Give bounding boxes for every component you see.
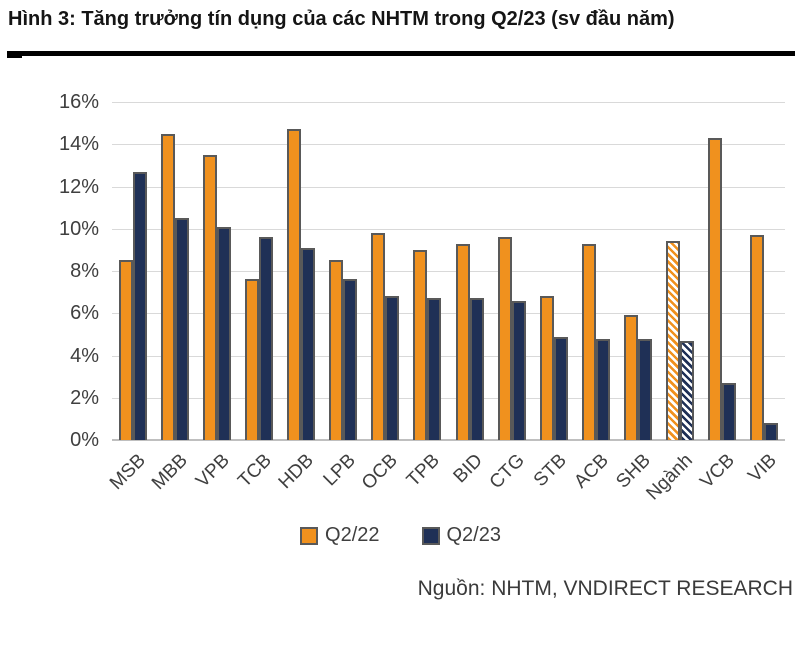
bar <box>553 336 568 440</box>
ytick-label: 2% <box>70 386 99 409</box>
bar-group-ctg <box>491 102 533 440</box>
bar <box>343 279 358 440</box>
bar <box>329 260 344 440</box>
ytick-label: 10% <box>58 217 99 240</box>
bar-group-ocb <box>364 102 406 440</box>
gridline <box>112 355 785 357</box>
bar <box>203 154 218 440</box>
gridline <box>112 313 785 315</box>
bar <box>623 315 638 440</box>
bar <box>455 243 470 440</box>
bar <box>245 279 260 440</box>
credit-growth-chart: 16% 14% 12% 10% 8% 6% 4% 2% 0% MSB MBB VPB TCB HDB LP… <box>0 91 801 547</box>
ytick-label: 4% <box>70 344 99 367</box>
bar <box>595 338 610 440</box>
bar <box>301 247 316 440</box>
ytick-label: 14% <box>58 133 99 156</box>
y-axis: 16% 14% 12% 10% 8% 6% 4% 2% 0% <box>0 91 112 451</box>
bar-group-stb <box>533 102 575 440</box>
gridline <box>112 186 785 188</box>
bar-group-lpb <box>322 102 364 440</box>
gridline <box>112 228 785 230</box>
bar <box>749 235 764 440</box>
gridline <box>112 397 785 399</box>
bar-group-hdb <box>280 102 322 440</box>
bar-group-vpb <box>196 102 238 440</box>
x-axis-line <box>112 439 785 441</box>
bar <box>371 232 386 440</box>
bar <box>287 129 302 440</box>
bar-group-acb <box>575 102 617 440</box>
bar-group-ngành <box>659 102 701 440</box>
bar-group-vib <box>743 102 785 440</box>
bar <box>259 237 274 440</box>
x-axis-labels: MSB MBB VPB TCB HDB LPB OCB TPB BID CTG STB ACB SHB N… <box>106 440 785 520</box>
bar-group-mbb <box>154 102 196 440</box>
legend-swatch <box>300 526 319 545</box>
bar <box>427 298 442 440</box>
bar <box>119 260 134 440</box>
legend-label: Q2/22 <box>325 524 380 546</box>
bar-group-tpb <box>406 102 448 440</box>
title-divider-tab <box>7 51 22 58</box>
bar-group-tcb <box>238 102 280 440</box>
bar <box>175 218 190 440</box>
bar-groups <box>112 102 785 440</box>
bar <box>721 382 736 440</box>
plot-area <box>112 102 785 441</box>
bar <box>161 133 176 440</box>
title-divider <box>7 51 795 58</box>
bar <box>511 300 526 440</box>
legend-swatch <box>421 526 440 545</box>
bar <box>707 137 722 440</box>
bar-group-shb <box>617 102 659 440</box>
bar-group-vcb <box>701 102 743 440</box>
bar <box>497 237 512 440</box>
figure-container: Hình 3: Tăng trưởng tín dụng của các NHT… <box>0 6 801 658</box>
gridline <box>112 144 785 146</box>
bar <box>679 340 694 440</box>
ytick-label: 16% <box>58 91 99 113</box>
figure-title: Hình 3: Tăng trưởng tín dụng của các NHT… <box>8 8 675 30</box>
plot-area-row: 16% 14% 12% 10% 8% 6% 4% 2% 0% <box>0 91 785 451</box>
legend-item: Q2/22 <box>300 524 380 547</box>
gridline <box>112 102 785 103</box>
legend-item: Q2/23 <box>421 524 501 547</box>
bar <box>385 296 400 440</box>
bar <box>217 226 232 440</box>
bar <box>539 296 554 440</box>
source-caption: Nguồn: NHTM, VNDIRECT RESEARCH <box>417 577 793 600</box>
bar <box>469 298 484 440</box>
chart-legend: Q2/22 Q2/23 <box>0 524 801 547</box>
bar <box>637 338 652 440</box>
bar <box>581 243 596 440</box>
bar <box>763 423 778 440</box>
bar <box>133 171 148 440</box>
ytick-label: 6% <box>70 302 99 325</box>
bar-group-bid <box>449 102 491 440</box>
legend-label: Q2/23 <box>446 524 501 546</box>
ytick-label: 0% <box>70 429 99 451</box>
bar <box>413 249 428 440</box>
ytick-label: 12% <box>58 175 99 198</box>
bar <box>665 241 680 440</box>
bar-group-msb <box>112 102 154 440</box>
gridline <box>112 271 785 272</box>
ytick-label: 8% <box>70 260 99 282</box>
